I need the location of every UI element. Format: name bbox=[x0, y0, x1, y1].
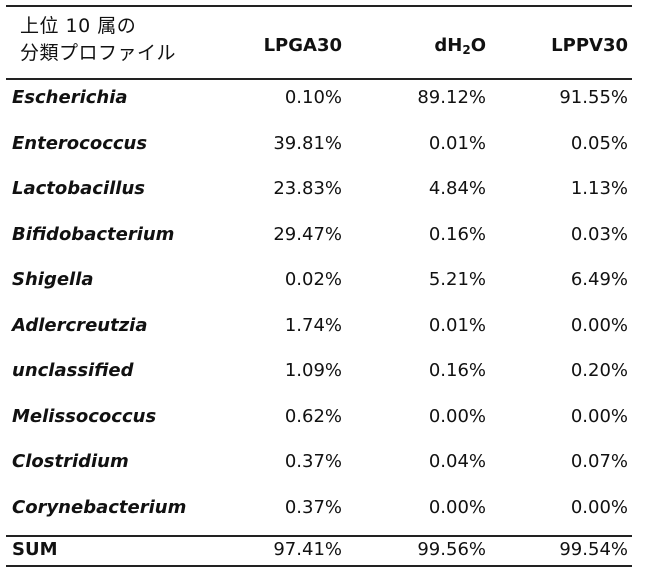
table-row: Bifidobacterium 29.47% 0.16% 0.03% bbox=[6, 218, 632, 252]
table-row: Clostridium 0.37% 0.04% 0.07% bbox=[6, 445, 632, 479]
genus-cell: Enterococcus bbox=[12, 133, 148, 154]
sum-label: SUM bbox=[12, 539, 58, 560]
table-row: Lactobacillus 23.83% 4.84% 1.13% bbox=[6, 172, 632, 206]
column-header-lpga30: LPGA30 bbox=[263, 35, 342, 56]
lpga30-cell: 0.37% bbox=[284, 451, 342, 472]
lppv30-cell: 6.49% bbox=[570, 269, 628, 290]
lppv30-cell: 0.03% bbox=[570, 224, 628, 245]
genus-cell: unclassified bbox=[12, 360, 134, 381]
genus-cell: Shigella bbox=[12, 269, 94, 290]
lppv30-cell: 0.00% bbox=[570, 497, 628, 518]
sum-row: SUM 97.41% 99.56% 99.54% bbox=[6, 533, 632, 567]
dh2o-cell: 4.84% bbox=[428, 178, 486, 199]
lpga30-cell: 1.09% bbox=[284, 360, 342, 381]
table-top-rule bbox=[6, 5, 632, 7]
genus-cell: Corynebacterium bbox=[12, 497, 187, 518]
column-header-lppv30: LPPV30 bbox=[551, 35, 628, 56]
header-rule bbox=[6, 78, 632, 80]
lpga30-cell: 0.10% bbox=[284, 87, 342, 108]
genus-cell: Bifidobacterium bbox=[12, 224, 175, 245]
sum-dh2o-cell: 99.56% bbox=[417, 539, 486, 560]
genus-cell: Lactobacillus bbox=[12, 178, 145, 199]
genus-cell: Melissococcus bbox=[12, 406, 157, 427]
dh2o-cell: 0.01% bbox=[428, 315, 486, 336]
lppv30-cell: 91.55% bbox=[559, 87, 628, 108]
header-title-line2: 分類プロファイル bbox=[20, 42, 177, 64]
dh2o-subscript: 2 bbox=[462, 43, 471, 57]
dh2o-cell: 0.00% bbox=[428, 497, 486, 518]
dh2o-suffix: O bbox=[470, 35, 486, 56]
table-row: Shigella 0.02% 5.21% 6.49% bbox=[6, 263, 632, 297]
dh2o-cell: 0.16% bbox=[428, 224, 486, 245]
table-row: Adlercreutzia 1.74% 0.01% 0.00% bbox=[6, 309, 632, 343]
genus-cell: Clostridium bbox=[12, 451, 129, 472]
dh2o-cell: 0.00% bbox=[428, 406, 486, 427]
table-row: Corynebacterium 0.37% 0.00% 0.00% bbox=[6, 491, 632, 525]
table-row: Enterococcus 39.81% 0.01% 0.05% bbox=[6, 127, 632, 161]
lpga30-cell: 23.83% bbox=[273, 178, 342, 199]
dh2o-cell: 0.04% bbox=[428, 451, 486, 472]
table-row: Melissococcus 0.62% 0.00% 0.00% bbox=[6, 400, 632, 434]
column-header-dh2o: dH2O bbox=[434, 33, 486, 63]
sum-lpga30-cell: 97.41% bbox=[273, 539, 342, 560]
genus-cell: Escherichia bbox=[12, 87, 128, 108]
table-header-title: 上位 10 属の 分類プロファイル bbox=[20, 13, 250, 67]
taxonomy-table: 上位 10 属の 分類プロファイル LPGA30 dH2O LPPV30 Esc… bbox=[6, 5, 632, 568]
lpga30-cell: 0.02% bbox=[284, 269, 342, 290]
genus-cell: Adlercreutzia bbox=[12, 315, 148, 336]
dh2o-cell: 0.16% bbox=[428, 360, 486, 381]
table-bottom-rule bbox=[6, 565, 632, 567]
lpga30-cell: 29.47% bbox=[273, 224, 342, 245]
table-row: Escherichia 0.10% 89.12% 91.55% bbox=[6, 81, 632, 115]
lpga30-cell: 39.81% bbox=[273, 133, 342, 154]
dh2o-cell: 89.12% bbox=[417, 87, 486, 108]
sum-rule bbox=[6, 535, 632, 537]
lpga30-cell: 1.74% bbox=[284, 315, 342, 336]
header-title-line1: 上位 10 属の bbox=[20, 15, 137, 37]
lppv30-cell: 1.13% bbox=[570, 178, 628, 199]
table-row: unclassified 1.09% 0.16% 0.20% bbox=[6, 354, 632, 388]
lppv30-cell: 0.05% bbox=[570, 133, 628, 154]
lpga30-cell: 0.62% bbox=[284, 406, 342, 427]
sum-lppv30-cell: 99.54% bbox=[559, 539, 628, 560]
lppv30-cell: 0.00% bbox=[570, 315, 628, 336]
lpga30-cell: 0.37% bbox=[284, 497, 342, 518]
lppv30-cell: 0.00% bbox=[570, 406, 628, 427]
dh2o-cell: 0.01% bbox=[428, 133, 486, 154]
lppv30-cell: 0.20% bbox=[570, 360, 628, 381]
dh2o-cell: 5.21% bbox=[428, 269, 486, 290]
dh2o-prefix: dH bbox=[434, 35, 463, 56]
lppv30-cell: 0.07% bbox=[570, 451, 628, 472]
